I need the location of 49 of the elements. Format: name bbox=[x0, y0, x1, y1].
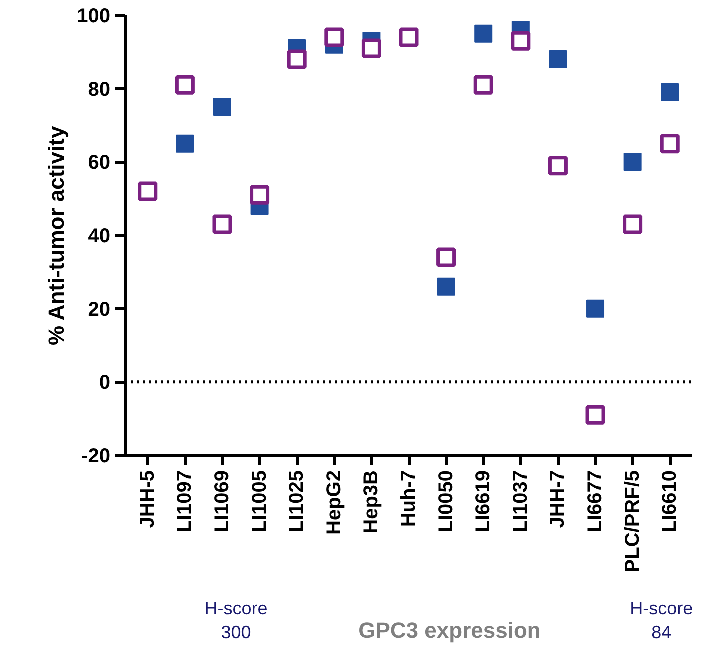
x-tick-label: LI6619 bbox=[472, 470, 495, 533]
point bbox=[661, 84, 680, 102]
point bbox=[436, 248, 456, 268]
point bbox=[212, 214, 232, 234]
x-tick-label: PLC/PRF/5 bbox=[622, 470, 644, 573]
point bbox=[250, 185, 270, 205]
x-tick-label: LI1037 bbox=[510, 470, 532, 533]
y-tick-label: -20 bbox=[82, 446, 110, 468]
y-tick-label: 20 bbox=[88, 298, 111, 321]
text: GPC3 expression bbox=[358, 618, 541, 643]
point bbox=[138, 182, 158, 202]
x-tick-label: JHH-5 bbox=[136, 470, 159, 528]
x-tick-label: HepG2 bbox=[323, 470, 346, 535]
x-tick-label: JHH-7 bbox=[547, 470, 570, 528]
point bbox=[549, 50, 568, 68]
point bbox=[511, 31, 531, 51]
y-tick-label: 100 bbox=[77, 6, 111, 28]
y-tick-label: 0 bbox=[99, 372, 110, 394]
point bbox=[175, 75, 195, 95]
point bbox=[362, 38, 382, 58]
point bbox=[586, 300, 605, 318]
point bbox=[437, 278, 456, 296]
x-tick-label: LI1097 bbox=[174, 470, 196, 533]
y-axis-title: % Anti-tumor activity bbox=[44, 126, 70, 346]
y-tick-label: 40 bbox=[88, 226, 111, 248]
point bbox=[586, 405, 606, 425]
x-tick-label: LI6677 bbox=[584, 470, 607, 533]
point bbox=[474, 75, 494, 95]
text: H-score 300 bbox=[204, 598, 268, 642]
point bbox=[176, 134, 194, 153]
point bbox=[399, 28, 419, 48]
point bbox=[548, 156, 568, 176]
x-tick-label: LI0050 bbox=[435, 470, 458, 533]
point bbox=[213, 98, 232, 116]
point bbox=[474, 24, 493, 43]
x-tick-label: LI1005 bbox=[248, 470, 271, 533]
text: H-score 84 bbox=[630, 598, 694, 642]
x-tick-label: LI1069 bbox=[211, 470, 234, 533]
point bbox=[324, 28, 344, 48]
x-tick-label: Huh-7 bbox=[398, 470, 420, 528]
y-tick-label: 80 bbox=[88, 78, 111, 101]
point bbox=[624, 153, 642, 172]
x-tick-label: LI6610 bbox=[659, 470, 682, 533]
point bbox=[287, 50, 307, 70]
y-tick-label: 60 bbox=[88, 152, 111, 174]
x-tick-label: Hep3B bbox=[360, 470, 383, 534]
point bbox=[660, 134, 680, 154]
point bbox=[623, 214, 643, 234]
x-tick-label: LI1025 bbox=[286, 470, 308, 533]
